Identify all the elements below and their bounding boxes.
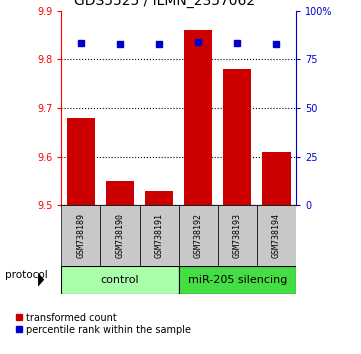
Text: GSM738192: GSM738192 [194,213,203,258]
Text: GSM738191: GSM738191 [155,213,164,258]
Polygon shape [38,273,44,287]
Bar [218,205,257,266]
Text: GSM738193: GSM738193 [233,213,242,258]
Bar [179,205,218,266]
Bar [61,266,179,294]
Text: protocol: protocol [5,270,48,280]
Bar [140,205,179,266]
Text: GSM738189: GSM738189 [77,213,86,258]
Bar [145,191,173,205]
Text: GSM738190: GSM738190 [116,213,125,258]
Bar [61,205,100,266]
Bar [67,118,95,205]
Text: GSM738194: GSM738194 [272,213,281,258]
Text: control: control [101,275,139,285]
Bar [100,205,140,266]
Title: GDS5525 / ILMN_2357062: GDS5525 / ILMN_2357062 [74,0,255,8]
Bar [257,205,296,266]
Bar [106,181,134,205]
Text: miR-205 silencing: miR-205 silencing [188,275,287,285]
Bar [179,266,296,294]
Bar [184,30,212,205]
Bar [223,69,251,205]
Bar [262,152,291,205]
Legend: transformed count, percentile rank within the sample: transformed count, percentile rank withi… [16,313,191,335]
